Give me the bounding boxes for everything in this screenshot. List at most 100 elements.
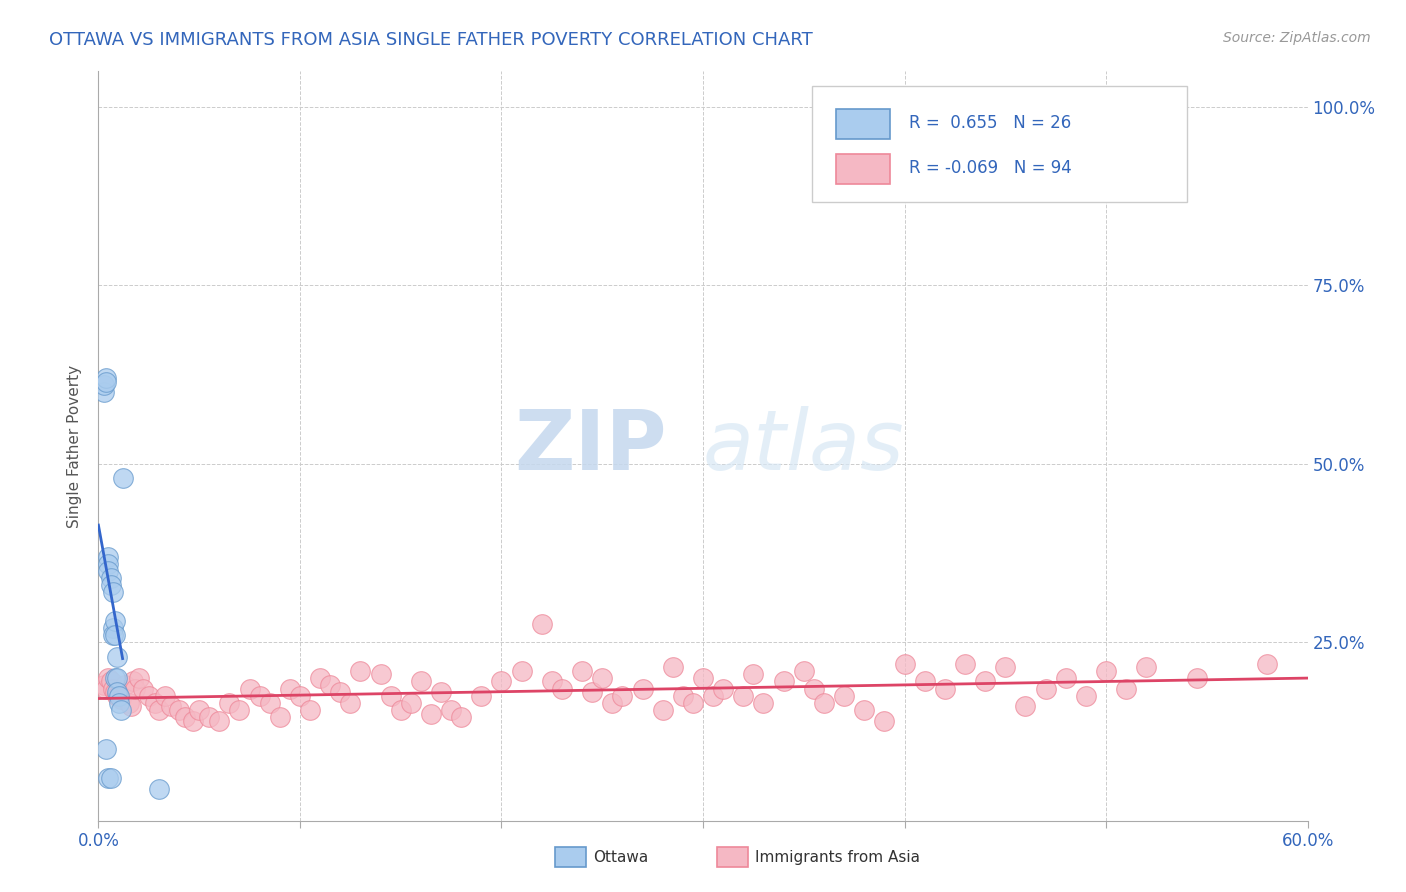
Point bbox=[97, 771, 120, 785]
Point bbox=[96, 371, 118, 385]
Point bbox=[249, 689, 271, 703]
Y-axis label: Single Father Poverty: Single Father Poverty bbox=[67, 365, 83, 527]
Point bbox=[103, 614, 125, 628]
Point bbox=[409, 674, 432, 689]
Point bbox=[1135, 660, 1157, 674]
Point bbox=[813, 696, 835, 710]
Point bbox=[114, 678, 136, 692]
Point bbox=[571, 664, 593, 678]
Point bbox=[269, 710, 291, 724]
Point bbox=[120, 699, 142, 714]
Point bbox=[329, 685, 352, 699]
Point bbox=[97, 549, 120, 564]
Point bbox=[228, 703, 250, 717]
Point bbox=[118, 696, 141, 710]
FancyBboxPatch shape bbox=[837, 109, 890, 139]
Point bbox=[299, 703, 322, 717]
Point bbox=[530, 617, 553, 632]
Point bbox=[692, 671, 714, 685]
Point bbox=[110, 703, 132, 717]
Point bbox=[97, 564, 120, 578]
Point bbox=[349, 664, 371, 678]
Point bbox=[591, 671, 613, 685]
FancyBboxPatch shape bbox=[717, 847, 748, 867]
Text: R =  0.655   N = 26: R = 0.655 N = 26 bbox=[908, 114, 1071, 132]
Point bbox=[1095, 664, 1118, 678]
FancyBboxPatch shape bbox=[811, 87, 1187, 202]
Point bbox=[188, 703, 211, 717]
Point bbox=[278, 681, 301, 696]
Point bbox=[174, 710, 197, 724]
Point bbox=[96, 742, 118, 756]
Text: ZIP: ZIP bbox=[515, 406, 666, 486]
Point bbox=[105, 649, 128, 664]
Point bbox=[93, 678, 115, 692]
FancyBboxPatch shape bbox=[555, 847, 586, 867]
Point bbox=[551, 681, 574, 696]
Point bbox=[450, 710, 472, 724]
Point bbox=[399, 696, 422, 710]
Point bbox=[793, 664, 815, 678]
Point bbox=[914, 674, 936, 689]
Text: Immigrants from Asia: Immigrants from Asia bbox=[755, 850, 920, 864]
Point bbox=[198, 710, 221, 724]
Point bbox=[96, 681, 118, 696]
Point bbox=[107, 689, 129, 703]
Point bbox=[93, 385, 115, 400]
Point bbox=[581, 685, 603, 699]
Point bbox=[994, 660, 1017, 674]
Point bbox=[440, 703, 463, 717]
Point bbox=[111, 471, 134, 485]
Point bbox=[105, 685, 128, 699]
Point bbox=[752, 696, 775, 710]
Point bbox=[181, 714, 204, 728]
Point bbox=[420, 706, 443, 721]
Point bbox=[208, 714, 231, 728]
Point bbox=[124, 681, 146, 696]
Point bbox=[491, 674, 513, 689]
Point bbox=[631, 681, 654, 696]
Point bbox=[110, 692, 132, 706]
Point bbox=[218, 696, 240, 710]
Point bbox=[974, 674, 997, 689]
Point bbox=[1256, 657, 1278, 671]
Point bbox=[832, 689, 855, 703]
Point bbox=[803, 681, 825, 696]
Point bbox=[143, 696, 166, 710]
Point bbox=[101, 681, 124, 696]
Point bbox=[873, 714, 896, 728]
Point bbox=[1074, 689, 1097, 703]
Text: Source: ZipAtlas.com: Source: ZipAtlas.com bbox=[1223, 31, 1371, 45]
Point bbox=[138, 689, 160, 703]
Point bbox=[1054, 671, 1077, 685]
Point bbox=[1185, 671, 1208, 685]
Point bbox=[132, 681, 155, 696]
Text: R = -0.069   N = 94: R = -0.069 N = 94 bbox=[908, 159, 1071, 177]
Point bbox=[259, 696, 281, 710]
Point bbox=[370, 667, 392, 681]
Point bbox=[100, 674, 122, 689]
Point bbox=[107, 689, 129, 703]
Point bbox=[100, 571, 122, 585]
Point bbox=[934, 681, 956, 696]
Point bbox=[389, 703, 412, 717]
Point bbox=[510, 664, 533, 678]
Point bbox=[1115, 681, 1137, 696]
Point bbox=[339, 696, 361, 710]
FancyBboxPatch shape bbox=[837, 153, 890, 184]
Point bbox=[101, 628, 124, 642]
Point bbox=[121, 674, 143, 689]
Point bbox=[319, 678, 342, 692]
Point bbox=[953, 657, 976, 671]
Point bbox=[103, 685, 125, 699]
Text: Ottawa: Ottawa bbox=[593, 850, 648, 864]
Point bbox=[167, 703, 190, 717]
Point bbox=[288, 689, 311, 703]
Text: OTTAWA VS IMMIGRANTS FROM ASIA SINGLE FATHER POVERTY CORRELATION CHART: OTTAWA VS IMMIGRANTS FROM ASIA SINGLE FA… bbox=[49, 31, 813, 49]
Point bbox=[128, 671, 150, 685]
Point bbox=[430, 685, 453, 699]
Point bbox=[1035, 681, 1057, 696]
Point bbox=[107, 696, 129, 710]
Point bbox=[893, 657, 915, 671]
Point bbox=[702, 689, 724, 703]
